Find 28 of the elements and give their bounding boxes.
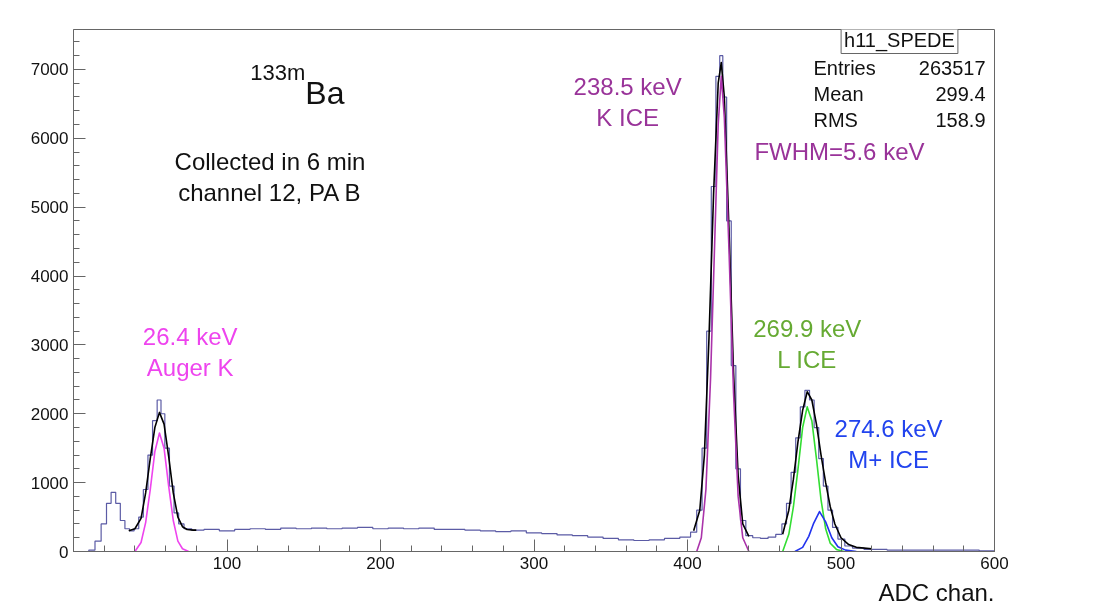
x-tick-label: 200 (366, 553, 395, 573)
x-tick-label: 100 (212, 553, 242, 573)
annotation: FWHM=5.6 keV (754, 137, 925, 165)
y-tick-label: 5000 (30, 198, 69, 218)
line-series (695, 75, 750, 552)
x-axis-title: ADC chan. (878, 578, 995, 606)
annotation: Collected in 6 min channel 12, PA B (174, 147, 366, 206)
y-tick-label: 0 (59, 542, 69, 562)
y-tick-label: 1000 (30, 473, 69, 493)
annotation: 274.6 keV M+ ICE (834, 415, 943, 474)
x-tick-label: 600 (980, 553, 1009, 573)
y-tick-label: 7000 (30, 60, 69, 80)
line-series (134, 432, 190, 552)
annotation: 238.5 keV K ICE (573, 72, 682, 131)
y-tick-label: 4000 (30, 267, 69, 287)
y-tick-label: 2000 (30, 404, 69, 424)
y-tick-label: 3000 (30, 335, 69, 355)
text: Mean 299.4 (813, 82, 986, 105)
x-tick-label: 400 (673, 553, 702, 573)
annotation: 26.4 keV Auger K (142, 322, 238, 381)
text: RMS 158.9 (813, 108, 986, 131)
text: Entries 263517 (813, 56, 986, 79)
y-tick-label: 6000 (30, 129, 69, 149)
x-tick-label: 500 (826, 553, 856, 573)
x-tick-label: 300 (519, 553, 549, 573)
annotation: h11_SPEDE (844, 28, 955, 52)
annotation: 269.9 keV L ICE (753, 315, 862, 374)
line-series (794, 510, 858, 552)
